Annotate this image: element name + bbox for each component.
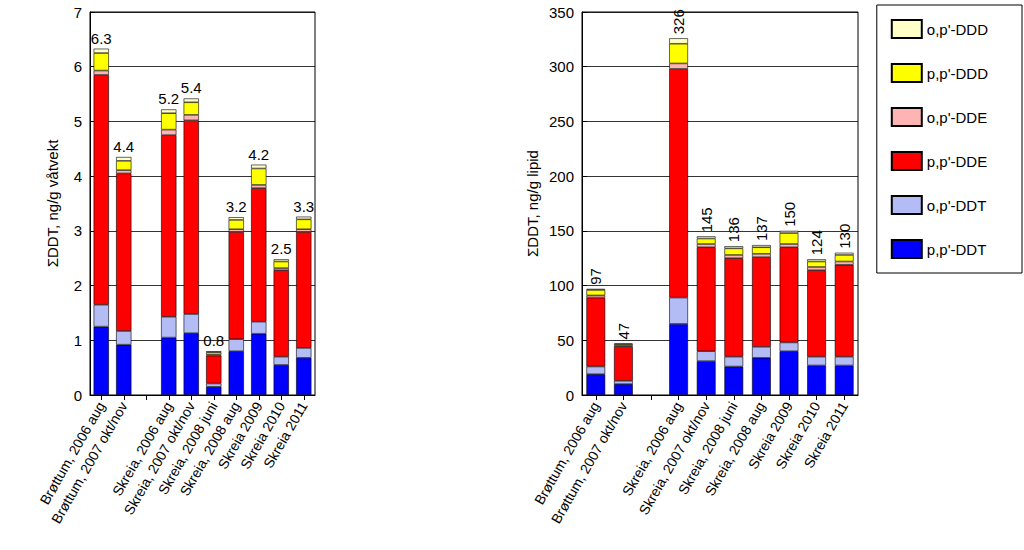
svg-text:136: 136 [725, 217, 742, 242]
svg-text:Brøttum, 2006 aug: Brøttum, 2006 aug [531, 399, 603, 508]
svg-text:6.3: 6.3 [91, 30, 112, 47]
svg-text:250: 250 [549, 113, 574, 130]
svg-text:Skreia 2010: Skreia 2010 [772, 399, 824, 472]
svg-text:97: 97 [587, 268, 604, 285]
svg-text:0: 0 [566, 387, 574, 404]
svg-text:Skreia, 2006 aug: Skreia, 2006 aug [108, 399, 176, 499]
svg-text:137: 137 [753, 216, 770, 241]
svg-text:4.2: 4.2 [248, 146, 269, 163]
svg-text:47: 47 [615, 323, 632, 340]
svg-text:Skreia 2011: Skreia 2011 [260, 399, 311, 471]
svg-text:Skreia 2010: Skreia 2010 [237, 399, 289, 472]
svg-text:o,p'-DDE: o,p'-DDE [927, 109, 987, 126]
svg-text:124: 124 [808, 230, 825, 255]
svg-text:Skreia, 2008 aug: Skreia, 2008 aug [176, 399, 244, 499]
svg-text:145: 145 [698, 207, 715, 232]
svg-text:Brøttum, 2007 okt/nov: Brøttum, 2007 okt/nov [48, 399, 131, 526]
svg-text:130: 130 [836, 224, 853, 249]
svg-text:6: 6 [74, 58, 82, 75]
svg-text:Skreia, 2008 juni: Skreia, 2008 juni [674, 399, 741, 498]
svg-text:2.5: 2.5 [271, 240, 292, 257]
svg-text:3.3: 3.3 [293, 198, 314, 215]
svg-text:o,p'-DDT: o,p'-DDT [927, 197, 987, 214]
svg-text:Skreia, 2007 okt/nov: Skreia, 2007 okt/nov [120, 399, 199, 518]
svg-text:1: 1 [74, 332, 82, 349]
svg-text:Skreia 2011: Skreia 2011 [800, 399, 851, 471]
svg-text:Skreia, 2008 aug: Skreia, 2008 aug [701, 399, 769, 499]
svg-text:150: 150 [781, 202, 798, 227]
svg-text:2: 2 [74, 277, 82, 294]
svg-text:300: 300 [549, 58, 574, 75]
svg-text:200: 200 [549, 168, 574, 185]
svg-text:ΣDDT, ng/g lipid: ΣDDT, ng/g lipid [524, 150, 541, 257]
svg-text:ΣDDT, ng/g våtvekt: ΣDDT, ng/g våtvekt [44, 139, 61, 267]
svg-text:150: 150 [549, 222, 574, 239]
svg-text:4: 4 [74, 168, 82, 185]
svg-text:p,p'-DDD: p,p'-DDD [927, 65, 988, 82]
svg-text:3: 3 [74, 222, 82, 239]
svg-text:Skreia, 2007 okt/nov: Skreia, 2007 okt/nov [635, 399, 714, 518]
svg-text:5.4: 5.4 [181, 79, 202, 96]
svg-text:Brøttum, 2006 aug: Brøttum, 2006 aug [36, 399, 109, 508]
svg-text:p,p'-DDT: p,p'-DDT [927, 241, 987, 258]
svg-text:350: 350 [549, 4, 574, 21]
svg-text:7: 7 [74, 4, 82, 21]
svg-text:0.8: 0.8 [203, 332, 224, 349]
svg-text:50: 50 [557, 332, 574, 349]
svg-text:100: 100 [549, 277, 574, 294]
svg-text:Skreia, 2006 aug: Skreia, 2006 aug [618, 399, 686, 499]
svg-text:Skreia, 2008 juni: Skreia, 2008 juni [154, 399, 221, 498]
svg-text:p,p'-DDE: p,p'-DDE [927, 153, 987, 170]
svg-text:4.4: 4.4 [113, 138, 134, 155]
svg-text:5.2: 5.2 [158, 90, 179, 107]
svg-text:326: 326 [670, 9, 687, 34]
svg-text:Brøttum, 2007 okt/nov: Brøttum, 2007 okt/nov [548, 399, 631, 526]
svg-text:5: 5 [74, 113, 82, 130]
svg-text:Skreia 2009: Skreia 2009 [214, 399, 266, 472]
svg-text:3.2: 3.2 [226, 198, 247, 215]
svg-text:0: 0 [74, 387, 82, 404]
svg-text:Skreia 2009: Skreia 2009 [744, 399, 796, 472]
svg-text:o,p'-DDD: o,p'-DDD [927, 21, 988, 38]
